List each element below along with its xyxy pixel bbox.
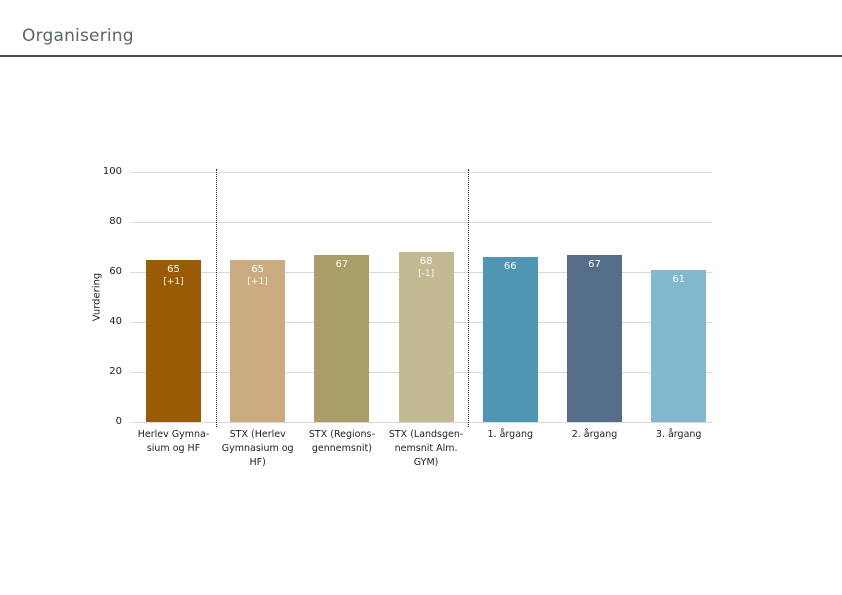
bar-value-label: 65 <box>167 263 180 275</box>
x-axis-category-label-line: 2. årgang <box>571 429 618 440</box>
bar-value-label: 61 <box>672 273 686 285</box>
bar: 65 [+1] <box>146 259 201 422</box>
slide-header: Organisering <box>0 0 842 57</box>
bar-change-label: [+1] <box>163 276 184 287</box>
bar: 66 <box>482 257 538 422</box>
bar: 67 <box>314 254 370 422</box>
bar-value-label: 68 <box>419 256 433 267</box>
bar: 61 <box>651 269 707 422</box>
y-tick-label: 80 <box>109 216 122 227</box>
group-separator-line <box>215 169 217 427</box>
y-tick-label: 0 <box>115 416 122 427</box>
x-axis-category-label-line: STX (Landsgen- <box>388 429 464 440</box>
bar-value-label: 66 <box>503 261 517 272</box>
gridline <box>130 422 712 423</box>
gridline <box>130 222 712 223</box>
x-axis-category-label-line: Herlev Gymna- <box>137 429 210 440</box>
y-axis-ticks: 0 20 40 60 80 100 <box>88 166 122 427</box>
y-tick-label: 100 <box>102 166 122 177</box>
x-axis-category-label-line: sium og HF <box>146 443 201 454</box>
x-axis-category-label-line: gennemsnit) <box>311 443 372 454</box>
group-separator-line <box>468 169 470 427</box>
bar-change-label: [-1] <box>418 269 435 279</box>
x-axis-category-label-line: 3. årgang <box>655 429 702 440</box>
bar: 65 [+1] <box>230 259 286 422</box>
bar-value-label: 65 <box>251 263 265 275</box>
plot-area: 65 [+1] Herlev Gymna-sium og HF 65 [+1] STX (… <box>130 169 712 468</box>
x-axis-category-label-line: STX (Regions- <box>308 429 375 440</box>
x-axis-category-label: STX (Landsgen-nemsnit Alm. GYM) <box>380 428 472 470</box>
x-axis-category-label-line: nemsnit Alm. <box>394 443 458 454</box>
x-axis-category-label: 1. årgang <box>464 428 556 442</box>
x-axis-category-label-line: STX (Herlev <box>229 429 286 440</box>
bar: 67 <box>567 254 622 422</box>
x-axis-category-label: 3. årgang <box>633 428 725 442</box>
bar: 68 [-1] <box>398 252 454 422</box>
y-tick-label: 60 <box>109 266 122 277</box>
x-axis-category-label-line: HF) <box>249 457 266 468</box>
bar-chart: Vurdering 0 20 40 60 80 100 65 [+1] Herlev Gymn… <box>0 120 842 520</box>
bar-value-label: 67 <box>335 258 349 270</box>
y-tick-label: 20 <box>109 366 122 377</box>
y-tick-label: 40 <box>109 316 122 327</box>
x-axis-category-label: STX (Herlev Gymnasium og HF) <box>212 428 304 470</box>
bar-value-label: 67 <box>588 258 601 270</box>
x-axis-category-label-line: GYM) <box>413 457 439 468</box>
x-axis-category-label: 2. årgang <box>549 428 641 442</box>
x-axis-category-label: STX (Regions-gennemsnit) <box>296 428 388 456</box>
gridline <box>130 172 712 173</box>
x-axis-category-label-line: 1. årgang <box>487 429 534 440</box>
x-axis-category-label: Herlev Gymna-sium og HF <box>128 428 220 456</box>
x-axis-category-label-line: Gymnasium og <box>221 443 294 454</box>
page-title: Organisering <box>22 26 134 46</box>
bar-change-label: [+1] <box>247 276 268 287</box>
